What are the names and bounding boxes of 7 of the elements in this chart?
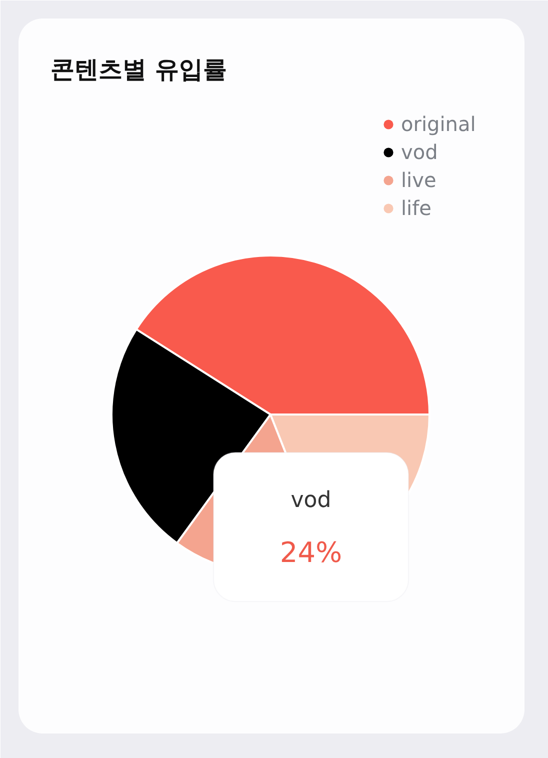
text: 24% (280, 536, 342, 569)
legend-label: original (401, 112, 476, 136)
legend-label: live (401, 168, 436, 192)
legend-label: life (401, 196, 432, 220)
chart-title: 콘텐츠별 유입률 (50, 56, 227, 84)
text: vod (290, 488, 332, 513)
legend-label: vod (401, 140, 438, 164)
